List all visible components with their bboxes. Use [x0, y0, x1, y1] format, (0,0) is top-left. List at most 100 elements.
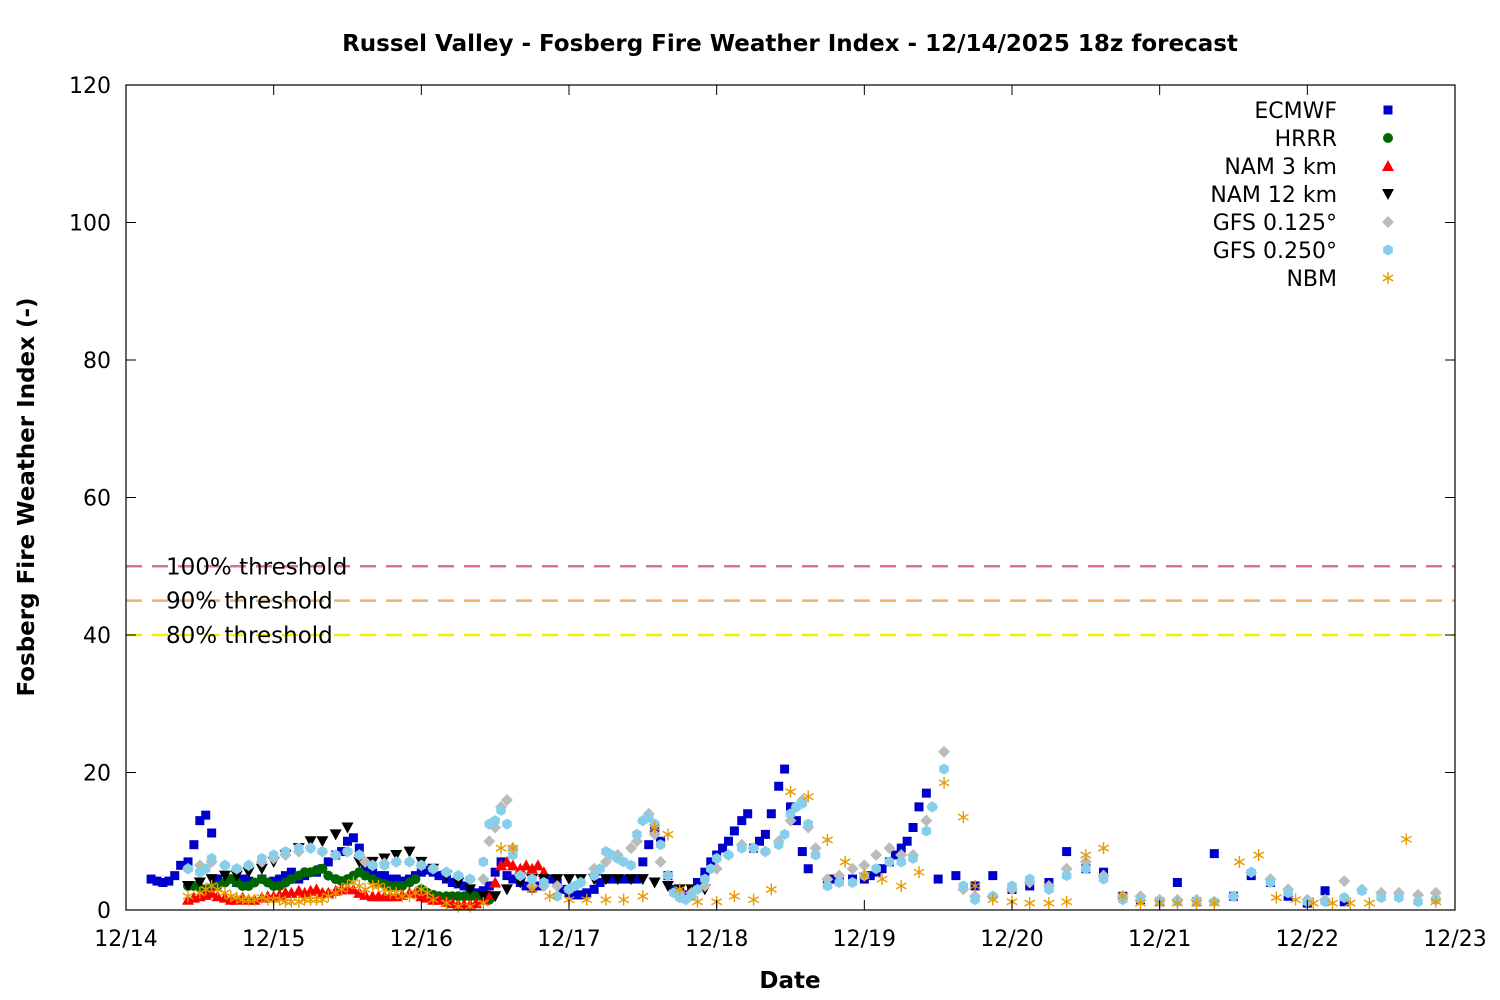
nbm-stroke — [649, 823, 661, 832]
ecmwf-point — [902, 836, 912, 846]
gfs-0-250-point — [921, 825, 932, 837]
legend-marker-ecmwf — [1383, 105, 1393, 115]
gfs-0-250-point — [515, 870, 525, 882]
nam-3-km-point — [514, 862, 527, 874]
gfs-0-250-point — [294, 842, 304, 854]
x-tick-label: 12/14 — [94, 927, 157, 952]
gfs-0-250-point — [655, 839, 666, 851]
nam-3-km-point — [211, 890, 224, 902]
nbm-point — [895, 879, 907, 892]
gfs-0-250-point — [834, 877, 844, 888]
nam-12-km-point — [182, 880, 195, 892]
gfs-0-250-point — [330, 849, 341, 861]
gfs-0-250-point — [441, 866, 452, 878]
nbm-stroke — [691, 898, 704, 906]
nam-12-km-point — [477, 891, 490, 903]
nbm-stroke — [1171, 899, 1183, 907]
nam-12-km-point — [218, 870, 231, 882]
gfs-0-125-point — [1079, 855, 1092, 868]
ecmwf-point — [1172, 878, 1182, 887]
gfs-0-250-point — [1265, 877, 1276, 888]
ecmwf-point — [508, 874, 518, 884]
ecmwf-point — [774, 781, 784, 791]
series-nbm — [182, 776, 1442, 913]
nam-12-km-point — [230, 870, 243, 882]
nam-12-km-point — [514, 877, 527, 889]
gfs-0-125-point — [477, 873, 490, 886]
nbm-point — [293, 895, 305, 908]
gfs-0-250-point — [1320, 896, 1330, 908]
gfs-0-125-point — [883, 842, 896, 855]
ecmwf-point — [478, 886, 488, 896]
nbm-point — [662, 828, 674, 841]
nbm-point — [1289, 893, 1302, 906]
nbm-stroke — [1024, 899, 1036, 907]
ecmwf-point — [766, 809, 776, 819]
ecmwf-point — [718, 843, 728, 853]
legend-marker-hrrr — [1383, 133, 1393, 143]
gfs-0-250-point — [201, 863, 211, 875]
nbm-stroke — [728, 892, 740, 900]
ecmwf-point — [760, 829, 770, 839]
gfs-0-125-point — [1060, 862, 1073, 875]
nbm-stroke — [618, 896, 630, 904]
nbm-stroke — [464, 902, 476, 911]
ecmwf-point — [459, 881, 469, 891]
ecmwf-point — [729, 826, 739, 836]
x-axis-label: Date — [759, 968, 820, 994]
nbm-point — [544, 890, 556, 903]
nbm-point — [1171, 897, 1183, 910]
gfs-0-250-point — [317, 846, 328, 858]
nbm-stroke — [495, 844, 507, 852]
gfs-0-250-point — [1357, 885, 1367, 897]
nam-12-km-point — [205, 874, 218, 886]
nbm-point — [1024, 897, 1036, 910]
nbm-stroke — [748, 896, 760, 904]
gfs-0-250-point — [958, 880, 968, 892]
gfs-0-125-point — [938, 745, 951, 758]
nam-3-km-point — [506, 859, 519, 871]
ecmwf-point — [632, 874, 642, 884]
gfs-0-250-point — [618, 856, 629, 868]
nbm-point — [1191, 897, 1203, 910]
nbm-stroke — [1191, 899, 1203, 907]
nbm-stroke — [256, 894, 268, 902]
ecmwf-point — [619, 874, 629, 884]
ecmwf-point — [797, 847, 807, 857]
nbm-stroke — [1253, 851, 1265, 859]
nam-12-km-point — [625, 874, 638, 886]
nbm-stroke — [219, 889, 231, 897]
gfs-0-250-point — [847, 877, 858, 888]
gfs-0-250-point — [257, 852, 267, 864]
gfs-0-125-point — [500, 794, 513, 806]
ecmwf-point — [360, 864, 370, 874]
ecmwf-point — [723, 836, 733, 846]
nam-3-km-point — [520, 859, 533, 871]
nam-12-km-point — [636, 874, 649, 886]
hrrr-point — [317, 863, 328, 874]
gfs-0-250-point — [183, 863, 193, 875]
legend-marker-gfs-0-125 — [1382, 216, 1394, 228]
nbm-stroke — [427, 896, 439, 904]
nbm-stroke — [390, 889, 402, 897]
nam-12-km-point — [193, 877, 206, 889]
nbm-point — [858, 869, 870, 882]
nbm-stroke — [347, 878, 359, 887]
nbm-point — [1097, 842, 1110, 855]
nbm-stroke — [895, 882, 907, 890]
nam-12-km-point — [304, 836, 317, 848]
ecmwf-point — [582, 888, 592, 898]
gfs-0-250-point — [280, 846, 291, 858]
y-tick-label: 60 — [83, 487, 111, 512]
nam-12-km-point — [255, 863, 268, 875]
nbm-stroke — [1363, 899, 1375, 907]
ecmwf-point — [379, 871, 389, 881]
data-series — [146, 745, 1442, 913]
gfs-0-250-point — [243, 859, 254, 871]
nam-12-km-point — [316, 836, 329, 848]
gfs-0-250-point — [1098, 873, 1109, 885]
nbm-point — [987, 893, 999, 906]
y-tick-label: 80 — [83, 349, 111, 374]
gfs-0-250-point — [576, 877, 586, 888]
ecmwf-point — [176, 860, 186, 870]
